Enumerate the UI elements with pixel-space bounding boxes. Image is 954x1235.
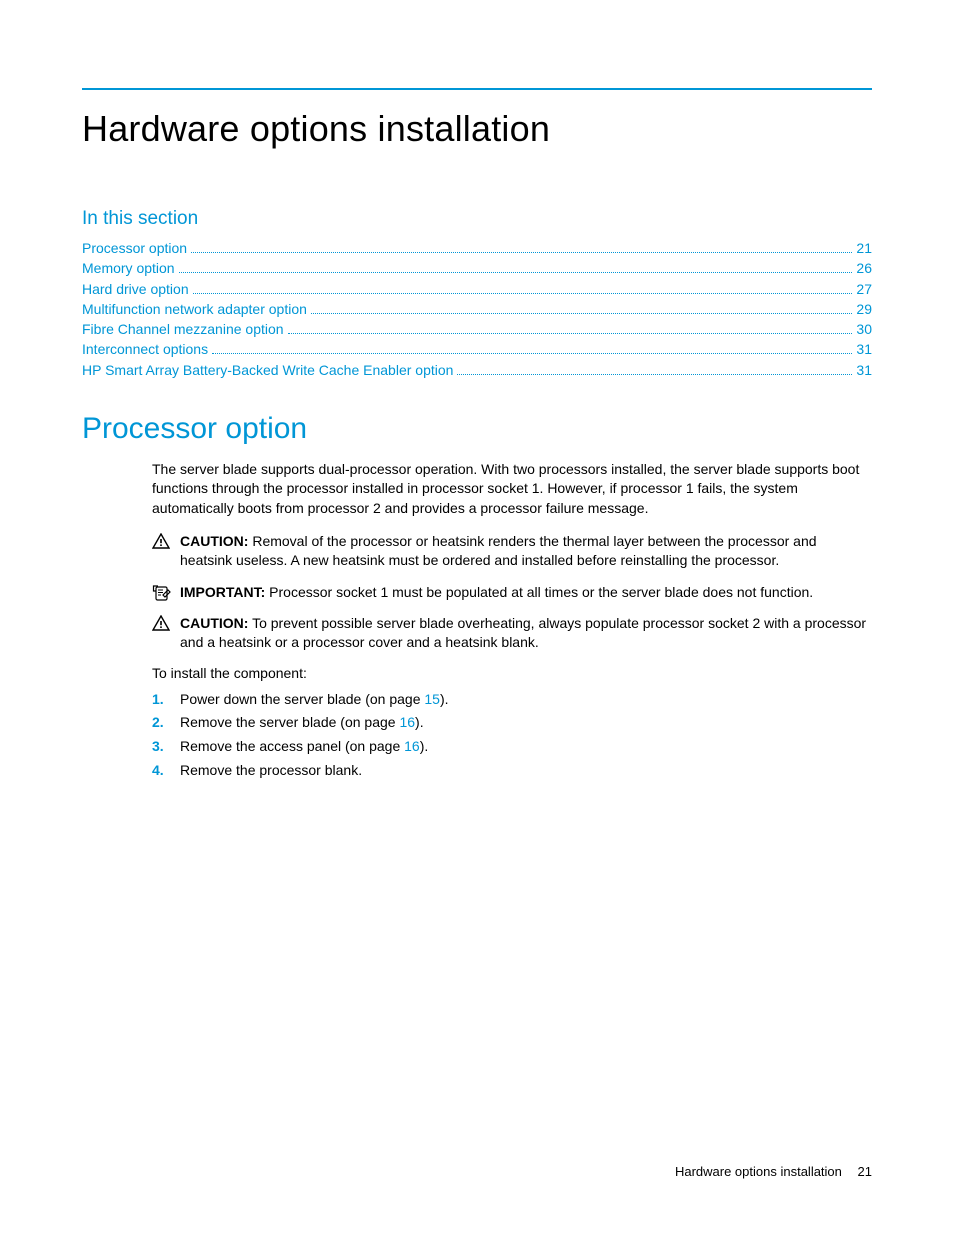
- footer-page-number: 21: [858, 1164, 872, 1179]
- important-note: IMPORTANT: Processor socket 1 must be po…: [152, 583, 872, 602]
- toc-leader-dots: [311, 313, 853, 314]
- page-footer: Hardware options installation 21: [675, 1164, 872, 1179]
- step-item: 1.Power down the server blade (on page 1…: [152, 689, 872, 711]
- note-body: To prevent possible server blade overhea…: [180, 615, 866, 650]
- step-number: 4.: [152, 760, 180, 782]
- step-text: Remove the access panel (on page 16).: [180, 736, 872, 758]
- step-number: 2.: [152, 712, 180, 734]
- toc-leader-dots: [457, 374, 852, 375]
- step-text: Remove the server blade (on page 16).: [180, 712, 872, 734]
- top-rule: [82, 88, 872, 90]
- install-steps: 1.Power down the server blade (on page 1…: [152, 689, 872, 782]
- toc-page-number: 26: [856, 258, 872, 278]
- intro-paragraph: The server blade supports dual-processor…: [152, 460, 872, 518]
- note-label: IMPORTANT:: [180, 584, 265, 600]
- toc-leader-dots: [212, 353, 852, 354]
- note-text: CAUTION: To prevent possible server blad…: [180, 614, 872, 653]
- section-heading: Processor option: [82, 412, 872, 446]
- important-note-icon: [152, 583, 180, 602]
- step-item: 2.Remove the server blade (on page 16).: [152, 712, 872, 734]
- page-reference-link[interactable]: 16: [404, 738, 420, 754]
- caution-note: CAUTION: Removal of the processor or hea…: [152, 532, 872, 571]
- page-reference-link[interactable]: 16: [399, 714, 415, 730]
- caution-triangle-icon: [152, 614, 180, 631]
- toc-page-number: 29: [856, 299, 872, 319]
- document-page: Hardware options installation In this se…: [0, 0, 954, 1235]
- body-content: The server blade supports dual-processor…: [152, 460, 872, 781]
- toc-page-number: 21: [856, 238, 872, 258]
- step-text: Power down the server blade (on page 15)…: [180, 689, 872, 711]
- toc-row[interactable]: Hard drive option 27: [82, 279, 872, 299]
- step-text: Remove the processor blank.: [180, 760, 872, 782]
- note-label: CAUTION:: [180, 615, 248, 631]
- toc-row[interactable]: Processor option 21: [82, 238, 872, 258]
- toc-label: Interconnect options: [82, 339, 208, 359]
- note-text: CAUTION: Removal of the processor or hea…: [180, 532, 872, 571]
- toc-row[interactable]: Fibre Channel mezzanine option 30: [82, 319, 872, 339]
- toc-label: HP Smart Array Battery-Backed Write Cach…: [82, 360, 453, 380]
- toc-label: Memory option: [82, 258, 175, 278]
- toc-leader-dots: [193, 293, 853, 294]
- toc-row[interactable]: Interconnect options 31: [82, 339, 872, 359]
- toc-page-number: 31: [856, 339, 872, 359]
- note-body: Processor socket 1 must be populated at …: [265, 584, 813, 600]
- install-intro: To install the component:: [152, 665, 872, 681]
- toc-leader-dots: [191, 252, 852, 253]
- step-number: 1.: [152, 689, 180, 711]
- toc-leader-dots: [288, 333, 853, 334]
- step-item: 3.Remove the access panel (on page 16).: [152, 736, 872, 758]
- step-item: 4.Remove the processor blank.: [152, 760, 872, 782]
- toc-label: Hard drive option: [82, 279, 189, 299]
- toc-label: Processor option: [82, 238, 187, 258]
- toc-leader-dots: [179, 272, 853, 273]
- step-number: 3.: [152, 736, 180, 758]
- table-of-contents: Processor option21Memory option26Hard dr…: [82, 238, 872, 380]
- toc-label: Multifunction network adapter option: [82, 299, 307, 319]
- toc-row[interactable]: HP Smart Array Battery-Backed Write Cach…: [82, 360, 872, 380]
- toc-page-number: 31: [856, 360, 872, 380]
- note-body: Removal of the processor or heatsink ren…: [180, 533, 817, 568]
- page-title: Hardware options installation: [82, 108, 872, 150]
- toc-row[interactable]: Multifunction network adapter option 29: [82, 299, 872, 319]
- footer-title: Hardware options installation: [675, 1164, 842, 1179]
- toc-page-number: 30: [856, 319, 872, 339]
- toc-page-number: 27: [856, 279, 872, 299]
- toc-row[interactable]: Memory option 26: [82, 258, 872, 278]
- toc-label: Fibre Channel mezzanine option: [82, 319, 284, 339]
- caution-note: CAUTION: To prevent possible server blad…: [152, 614, 872, 653]
- note-text: IMPORTANT: Processor socket 1 must be po…: [180, 583, 872, 602]
- note-label: CAUTION:: [180, 533, 248, 549]
- caution-triangle-icon: [152, 532, 180, 549]
- in-this-section-label: In this section: [82, 208, 872, 230]
- page-reference-link[interactable]: 15: [424, 691, 440, 707]
